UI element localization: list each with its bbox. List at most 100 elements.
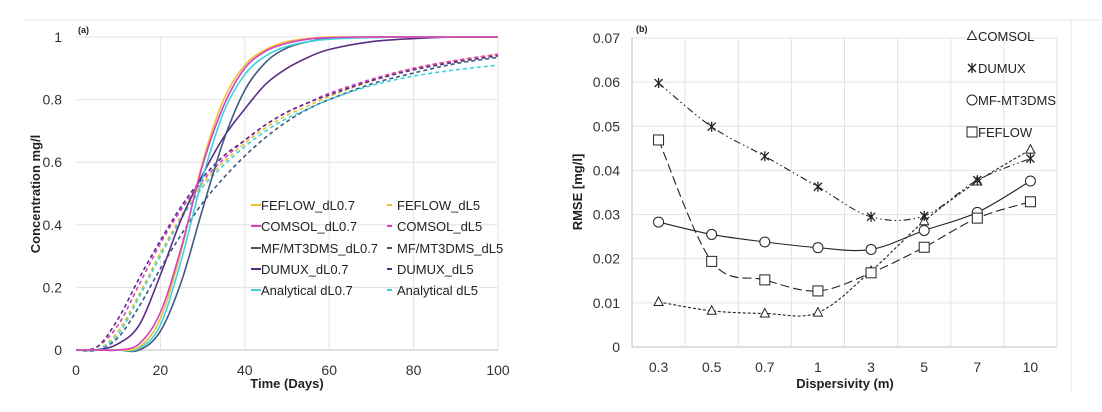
square-marker-feflow [918,241,930,253]
asterisk-icon [967,63,977,73]
panel-label: (a) [78,25,89,35]
series-line-mf-mt3dms-dl0-7 [76,36,498,353]
triangle-marker-comsol [706,304,718,315]
circle-marker-mf-mt3dms [706,228,718,240]
grid [631,37,1058,348]
circle-icon [966,94,978,106]
y-tick-label: 0.05 [593,118,620,134]
tick-labels: 0 0.01 0.02 0.03 0.04 0.05 0.06 0.07 0.3 0.5 0.7 1 3… [593,30,1039,375]
y-tick-label: 0.4 [43,217,63,233]
legend-label: FEFLOW_dL0.7 [261,198,355,213]
tick-labels: 0 0.2 0.4 0.6 0.8 1 0 20 40 60 80 100 [43,29,510,378]
asterisk-marker-dumux [919,210,929,221]
x-tick-label: 5 [920,359,928,375]
triangle-marker-comsol [653,295,664,306]
x-tick-label: 80 [406,362,422,378]
asterisk-marker-dumux [654,78,664,89]
y-tick-label: 0.2 [43,279,63,295]
circle-marker-mf-mt3dms [759,236,771,248]
panel-a-concentration-chart: 0 0.2 0.4 0.6 0.8 1 0 20 40 60 80 100 (a) Time (Day… [28,25,510,391]
legend-item: Analytical dL0.7 [251,283,353,298]
legend-item: Analytical dL5 [387,283,478,298]
circle-marker-mf-mt3dms [918,224,930,236]
asterisk-marker-dumux [972,175,982,186]
legend-label: MF/MT3DMS_dL5 [397,241,503,256]
square-marker-feflow [653,134,665,146]
legend-label: COMSOL_dL5 [397,219,482,234]
y-axis-label: RMSE [mg/l] [570,154,585,231]
series-line-comsol-dl5 [75,53,499,351]
panel-label: (b) [636,24,648,34]
triangle-icon [966,29,978,40]
legend-label: COMSOL_dL0.7 [261,219,357,234]
y-tick-label: 0.07 [593,30,620,46]
x-tick-label: 0.7 [755,359,775,375]
legend-label: Analytical dL0.7 [261,283,353,298]
series-line-feflow-dl0-7 [76,36,498,352]
legend-item: COMSOL [966,29,1034,44]
legend: COMSOL DUMUX MF-MT3DMS FEFLOW [966,29,1056,140]
x-tick-label: 10 [1023,359,1039,375]
circle-marker-mf-mt3dms [1024,175,1036,187]
y-axis-label: Concentration mg/l [28,135,43,253]
series-line-comsol-dl0-7 [76,36,498,352]
square-marker-feflow [1024,196,1036,208]
series-line-analytical-dl5 [75,64,499,352]
y-tick-label: 0.02 [593,251,620,267]
legend-item: MF-MT3DMS [966,93,1056,108]
y-tick-label: 0.06 [593,74,620,90]
legend-label: MF/MT3DMS_dL0.7 [261,241,378,256]
legend-item: FEFLOW_dL5 [387,198,480,213]
y-tick-label: 0 [612,339,620,355]
x-axis-label: Dispersivity (m) [796,376,894,391]
series-line-feflow-dl5 [75,53,499,353]
legend-label: Analytical dL5 [397,283,478,298]
x-tick-label: 40 [237,362,253,378]
series-line-comsol [658,149,1031,317]
x-tick-label: 0.5 [702,359,722,375]
circle-marker-mf-mt3dms [653,216,665,228]
y-tick-label: 0.01 [593,295,620,311]
legend-item: FEFLOW [966,125,1033,140]
series-line-mf-mt3dms-dl5 [75,56,499,352]
legend-item: FEFLOW_dL0.7 [251,198,355,213]
square-marker-feflow [706,255,718,267]
asterisk-marker-dumux [707,121,717,132]
x-axis-label: Time (Days) [250,376,323,391]
asterisk-marker-dumux [813,181,823,192]
circle-marker-mf-mt3dms [865,243,877,255]
legend-item: MF/MT3DMS_dL0.7 [251,241,378,256]
series-line-dumux-dl0-7 [75,36,499,352]
legend-item: MF/MT3DMS_dL5 [387,241,503,256]
grid [76,36,499,351]
asterisk-marker-dumux [760,151,770,162]
triangle-marker-comsol [1025,143,1036,154]
legend-label: COMSOL [978,29,1034,44]
y-tick-label: 0.03 [593,207,620,223]
square-marker-feflow [865,267,877,279]
x-tick-label: 7 [973,359,981,375]
triangle-marker-comsol [812,306,824,317]
series-lines [75,36,499,353]
x-tick-label: 3 [867,359,875,375]
circle-marker-mf-mt3dms [812,242,824,254]
series-line-feflow [658,139,1031,292]
legend-item: DUMUX [967,61,1026,76]
legend-item: COMSOL_dL0.7 [251,219,357,234]
y-tick-label: 0.8 [43,92,63,108]
x-tick-label: 100 [486,362,510,378]
legend: FEFLOW_dL0.7 FEFLOW_dL5 COMSOL_dL0.7 COMSOL… [251,198,503,298]
legend-label: DUMUX_dL0.7 [261,262,348,277]
asterisk-marker-dumux [1025,153,1035,164]
legend-item: DUMUX_dL0.7 [251,262,348,277]
square-marker-feflow [812,285,824,297]
legend-label: FEFLOW_dL5 [397,198,480,213]
y-tick-label: 1 [54,29,62,45]
x-tick-label: 20 [153,362,169,378]
y-tick-label: 0 [54,342,62,358]
asterisk-marker-dumux [866,211,876,222]
legend-item: COMSOL_dL5 [387,219,482,234]
legend-label: DUMUX [978,61,1026,76]
legend-item: DUMUX_dL5 [387,262,474,277]
